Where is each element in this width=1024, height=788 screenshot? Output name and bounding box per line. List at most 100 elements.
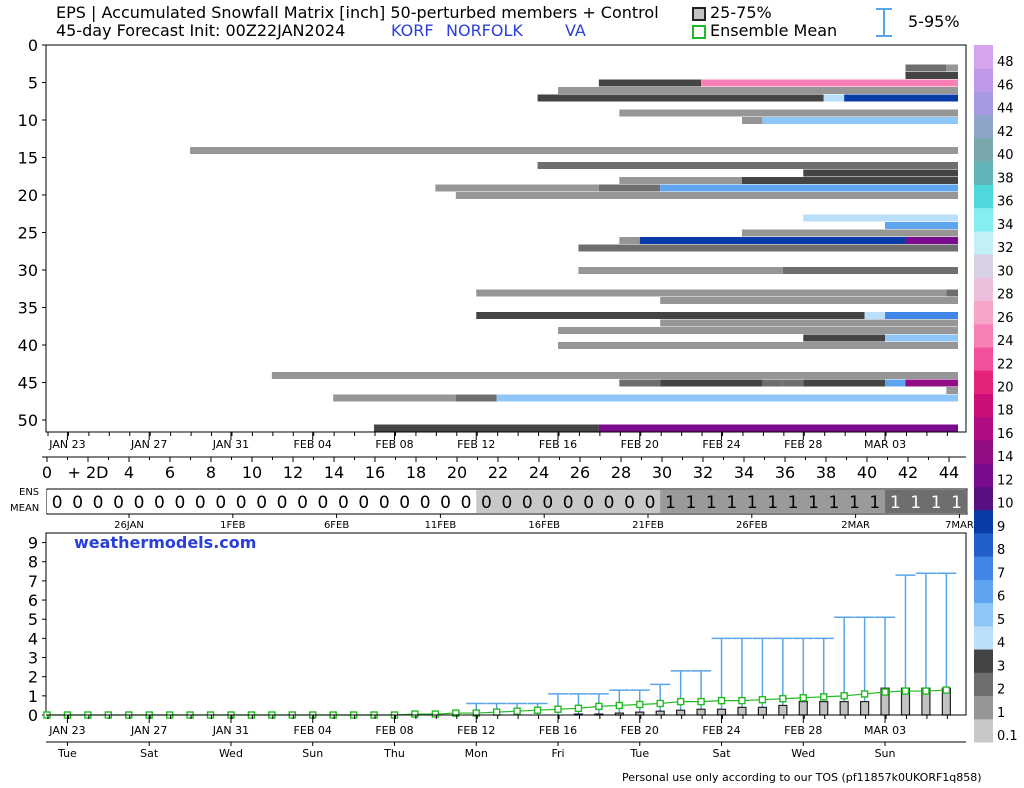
plume-weekday-label: Tue — [57, 747, 77, 760]
ens-mean-value: 1 — [869, 493, 880, 513]
ens-mean-date-label: 11FEB — [425, 520, 457, 531]
ens-mean-cell — [639, 490, 661, 513]
colorbar-label: 6 — [997, 590, 1005, 605]
station-code: KORF — [391, 21, 434, 40]
iqr-box — [716, 708, 727, 716]
ens-mean-value: 1 — [747, 493, 758, 513]
ens-mean-cell — [762, 490, 784, 513]
ens-mean-value: 0 — [297, 493, 308, 513]
iqr-box — [859, 700, 870, 716]
member-bar — [905, 72, 958, 79]
mean-marker — [922, 687, 930, 695]
ens-mean-value: 0 — [379, 493, 390, 513]
ens-mean-cell — [517, 490, 539, 513]
matrix-y-tick-label: 15 — [18, 149, 38, 168]
matrix-date-tick-label: FEB 24 — [702, 438, 740, 451]
ens-mean-cell — [660, 490, 682, 513]
iqr-box — [676, 709, 686, 716]
day-axis-label: 0 — [42, 463, 52, 482]
ens-mean-cell — [271, 490, 293, 513]
plume-frame — [45, 532, 967, 716]
mean-marker — [738, 696, 746, 705]
ens-mean-value: 0 — [542, 493, 553, 513]
mean-marker — [820, 693, 828, 701]
colorbar-swatch — [974, 416, 993, 441]
day-axis-label: 32 — [693, 463, 713, 482]
ens-mean-value: 0 — [277, 493, 288, 513]
ens-mean-value: 1 — [726, 493, 737, 513]
mean-marker — [656, 699, 664, 708]
ens-mean-date-label: 1FEB — [220, 520, 245, 531]
iqr-box — [798, 700, 808, 716]
colorbar-swatch — [974, 463, 993, 487]
plume-date-label: JAN 23 — [48, 724, 85, 737]
member-bar — [476, 289, 947, 297]
colorbar-label: 32 — [997, 241, 1014, 256]
day-axis-label: 6 — [165, 463, 175, 482]
watermark: weathermodels.com — [74, 533, 257, 552]
plume-date-label: FEB 04 — [294, 724, 332, 737]
matrix-date-tick-label: JAN 31 — [212, 438, 249, 451]
ens-mean-cell — [353, 490, 375, 513]
member-bar — [803, 379, 886, 387]
member-bar — [455, 192, 958, 199]
ens-mean-cell — [210, 490, 232, 513]
colorbar-swatch — [974, 300, 993, 325]
colorbar-label: 1 — [997, 706, 1005, 721]
ens-mean-date-label: 26FEB — [736, 520, 768, 531]
ens-mean-cell — [803, 490, 825, 513]
colorbar-label: 2 — [997, 683, 1005, 698]
colorbar-swatch — [974, 509, 993, 534]
colorbar-swatch — [974, 207, 993, 232]
colorbar-swatch — [974, 532, 993, 557]
iqr-box — [696, 708, 706, 716]
member-bar — [558, 342, 958, 349]
colorbar-label: 26 — [997, 311, 1014, 326]
ens-mean-value: 0 — [236, 493, 247, 513]
colorbar-label: 18 — [997, 404, 1014, 419]
ens-mean-cell — [680, 490, 702, 513]
ens-mean-value: 0 — [318, 493, 329, 513]
member-bar — [762, 117, 958, 124]
mean-marker — [942, 686, 951, 694]
matrix-date-tick-label: FEB 16 — [539, 438, 577, 451]
colorbar-swatch — [974, 718, 993, 743]
colorbar-label: 38 — [997, 171, 1014, 186]
ens-mean-value: 0 — [72, 493, 83, 513]
iqr-box — [778, 704, 788, 716]
ens-mean-cell — [374, 490, 395, 513]
ens-mean-value: 0 — [522, 493, 533, 513]
plume-date-label: FEB 24 — [702, 724, 740, 737]
mean-marker — [615, 701, 624, 710]
plume-date-label: FEB 08 — [375, 724, 413, 737]
ens-mean-cell — [476, 490, 498, 513]
ens-mean-cell — [619, 490, 641, 513]
member-bar — [660, 184, 958, 192]
member-bar — [844, 94, 958, 102]
member-bar — [496, 394, 958, 402]
plume-y-tick-label: 9 — [28, 534, 38, 553]
member-bar — [864, 312, 886, 319]
colorbar-label: 20 — [997, 381, 1014, 396]
colorbar-swatch — [974, 439, 993, 464]
matrix-date-tick-label: FEB 28 — [784, 438, 822, 451]
colorbar-label: 44 — [997, 102, 1014, 117]
colorbar-swatch — [974, 161, 993, 185]
colorbar-swatch — [974, 649, 993, 673]
colorbar-swatch — [974, 625, 993, 650]
matrix-date-tick-label: JAN 23 — [48, 438, 85, 451]
ens-mean-value: 0 — [154, 493, 165, 513]
member-bar — [578, 244, 958, 252]
member-bar — [476, 312, 865, 319]
ens-mean-date-label: 7MAR — [945, 520, 974, 531]
ens-mean-cell — [558, 490, 579, 513]
iqr-box — [655, 710, 665, 716]
iqr-box — [757, 706, 768, 716]
iqr-box — [737, 706, 747, 716]
mean-marker — [574, 704, 583, 712]
ens-mean-value: 1 — [931, 493, 942, 513]
matrix-y-tick-label: 20 — [18, 186, 38, 205]
ens-mean-value: 0 — [399, 493, 410, 513]
member-bar — [946, 289, 958, 297]
